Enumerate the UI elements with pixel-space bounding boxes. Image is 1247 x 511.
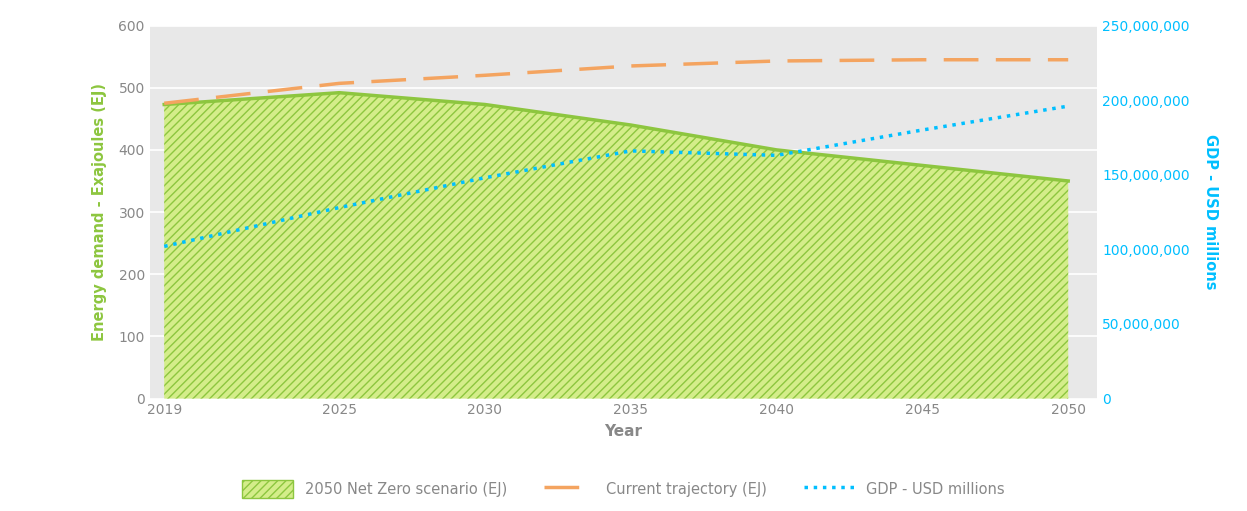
X-axis label: Year: Year bbox=[605, 425, 642, 439]
Legend: 2050 Net Zero scenario (EJ), Current trajectory (EJ), GDP - USD millions: 2050 Net Zero scenario (EJ), Current tra… bbox=[236, 474, 1011, 504]
Y-axis label: GDP - USD millions: GDP - USD millions bbox=[1202, 134, 1217, 290]
Y-axis label: Energy demand - Exajoules (EJ): Energy demand - Exajoules (EJ) bbox=[92, 83, 107, 341]
